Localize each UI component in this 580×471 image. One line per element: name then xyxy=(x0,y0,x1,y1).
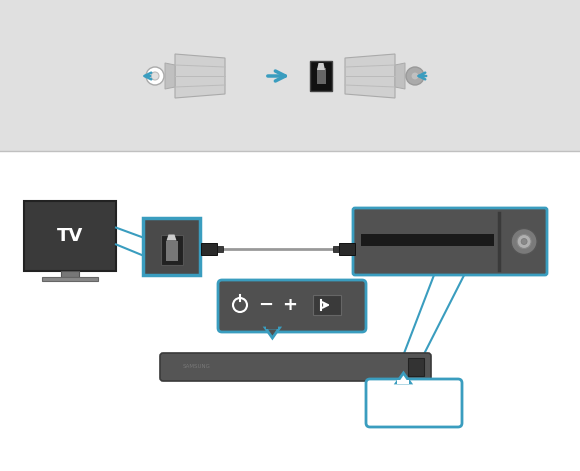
Text: −: − xyxy=(259,296,274,314)
Circle shape xyxy=(146,67,164,85)
Bar xyxy=(266,326,278,329)
Bar xyxy=(317,68,325,84)
Polygon shape xyxy=(266,328,280,338)
Text: SAMSUNG: SAMSUNG xyxy=(183,365,211,370)
Bar xyxy=(408,358,424,376)
Bar xyxy=(42,277,98,281)
Bar xyxy=(333,245,339,252)
Bar xyxy=(165,241,177,260)
Bar xyxy=(313,295,341,315)
Bar xyxy=(161,235,183,265)
Polygon shape xyxy=(397,373,411,383)
Bar xyxy=(24,201,116,271)
Bar xyxy=(361,234,494,246)
Bar xyxy=(397,380,409,384)
Polygon shape xyxy=(166,235,176,241)
Circle shape xyxy=(411,72,419,80)
Circle shape xyxy=(517,235,531,249)
Circle shape xyxy=(406,67,424,85)
Circle shape xyxy=(151,72,159,80)
Bar xyxy=(0,0,580,151)
Bar xyxy=(201,243,217,254)
FancyBboxPatch shape xyxy=(143,218,200,275)
Polygon shape xyxy=(395,63,405,89)
Bar xyxy=(217,245,223,252)
Circle shape xyxy=(511,228,537,254)
Text: +: + xyxy=(282,296,298,314)
FancyBboxPatch shape xyxy=(366,379,462,427)
FancyBboxPatch shape xyxy=(218,280,366,332)
FancyBboxPatch shape xyxy=(353,208,547,275)
Bar xyxy=(61,271,79,277)
Text: TV: TV xyxy=(57,227,83,245)
Bar xyxy=(339,243,355,254)
Polygon shape xyxy=(165,63,175,89)
Polygon shape xyxy=(175,54,225,98)
Polygon shape xyxy=(317,63,325,70)
Polygon shape xyxy=(345,54,395,98)
FancyBboxPatch shape xyxy=(160,353,431,381)
Circle shape xyxy=(521,238,527,244)
Bar xyxy=(310,61,332,91)
